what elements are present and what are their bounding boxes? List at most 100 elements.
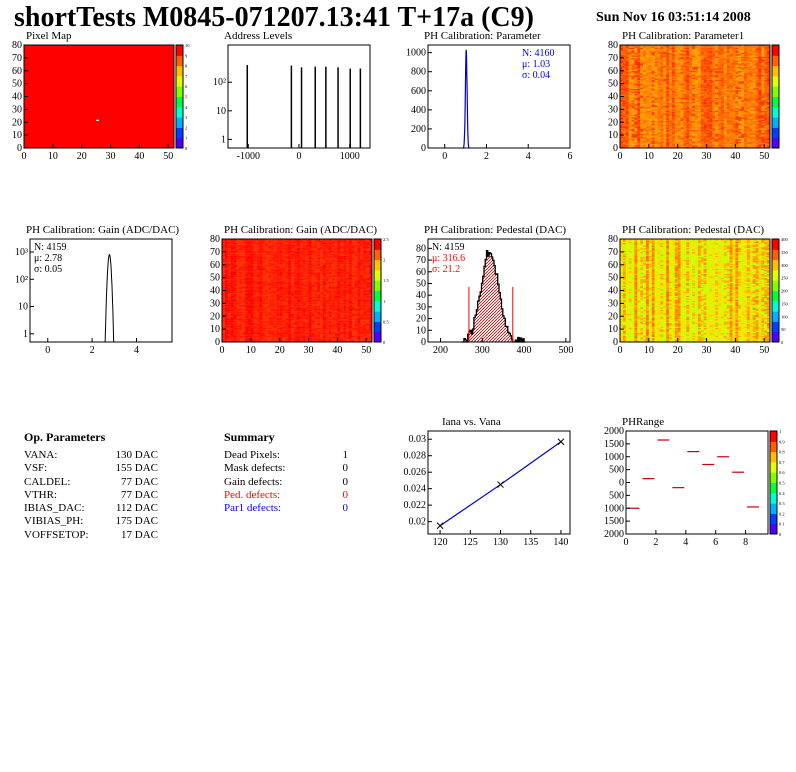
heatmap-cell: [657, 81, 661, 83]
heatmap-cell: [645, 124, 650, 127]
heatmap-cell: [746, 117, 751, 119]
heatmap-cell: [645, 145, 650, 147]
heatmap-cell: [709, 104, 713, 106]
heatmap-cell: [643, 99, 647, 101]
heatmap-cell: [230, 275, 234, 277]
heatmap-cell: [671, 110, 676, 113]
heatmap-cell: [718, 144, 722, 146]
heatmap-cell: [242, 314, 246, 317]
heatmap-cell: [689, 60, 693, 62]
heatmap-cell: [749, 46, 753, 48]
heatmap-cell: [752, 146, 756, 149]
heatmap-cell: [695, 81, 699, 83]
heatmap-cell: [703, 79, 707, 82]
heatmap-cell: [738, 81, 742, 83]
heatmap-cell: [735, 57, 739, 60]
heatmap-cell: [663, 97, 667, 100]
heatmap-cell: [224, 255, 228, 258]
heatmap-cell: [755, 136, 759, 138]
heatmap-cell: [651, 63, 655, 65]
heatmap-cell: [758, 50, 762, 52]
heatmap-cell: [640, 140, 644, 142]
heatmap-cell: [660, 126, 664, 128]
heatmap-cell: [236, 273, 240, 276]
heatmap-cell: [741, 66, 745, 69]
heatmap-cell: [729, 52, 733, 55]
heatmap-cell: [749, 51, 753, 53]
heatmap-cell: [674, 48, 678, 51]
heatmap-cell: [738, 68, 742, 70]
heatmap-cell: [758, 57, 762, 60]
heatmap-cell: [233, 294, 237, 296]
heatmap-cell: [669, 86, 673, 88]
heatmap-cell: [634, 113, 638, 115]
heatmap-cell: [239, 312, 243, 314]
heatmap-cell: [245, 332, 249, 335]
heatmap-cell: [752, 124, 756, 127]
heatmap-cell: [746, 73, 751, 75]
heatmap-cell: [689, 72, 693, 74]
heatmap-cell: [703, 55, 707, 57]
heatmap-cell: [744, 141, 748, 144]
heatmap-cell: [761, 64, 765, 66]
heatmap-cell: [697, 110, 701, 113]
heatmap-cell: [697, 132, 701, 135]
heatmap-cell: [622, 129, 626, 132]
heatmap-cell: [663, 99, 667, 101]
heatmap-cell: [625, 51, 629, 53]
heatmap-cell: [224, 313, 228, 316]
heatmap-cell: [686, 72, 690, 74]
heatmap-cell: [620, 135, 624, 137]
heatmap-cell: [637, 73, 641, 75]
heatmap-cell: [669, 55, 673, 57]
heatmap-cell: [729, 56, 733, 59]
heatmap-cell: [625, 133, 629, 136]
heatmap-cell: [663, 59, 667, 61]
heatmap-cell: [645, 117, 650, 119]
heatmap-cell: [767, 135, 771, 137]
heatmap-cell: [718, 69, 722, 71]
heatmap-cell: [732, 82, 736, 84]
heatmap-cell: [746, 100, 751, 102]
heatmap-cell: [712, 88, 716, 91]
heatmap-cell: [227, 327, 231, 330]
heatmap-cell: [741, 138, 745, 141]
heatmap-cell: [758, 56, 762, 59]
heatmap-cell: [744, 64, 748, 66]
heatmap-cell: [720, 142, 725, 145]
heatmap-cell: [709, 88, 713, 91]
heatmap-cell: [700, 97, 704, 100]
heatmap-cell: [689, 131, 693, 133]
heatmap-cell: [703, 45, 707, 47]
heatmap-cell: [738, 137, 742, 140]
heatmap-cell: [236, 250, 240, 253]
x-tick-label: -1000: [237, 151, 260, 162]
heatmap-cell: [709, 105, 713, 107]
heatmap-cell: [755, 83, 759, 86]
heatmap-cell: [683, 90, 687, 92]
address-levels-panel: Address Levels -1000 0 1000 1 10 10²: [198, 30, 388, 184]
heatmap-cell: [709, 122, 713, 124]
heatmap-cell: [755, 106, 759, 109]
heatmap-cell: [239, 307, 243, 309]
heatmap-cell: [625, 99, 629, 101]
heatmap-cell: [660, 105, 664, 107]
heatmap-cell: [712, 132, 716, 135]
heatmap-cell: [628, 82, 632, 84]
heatmap-cell: [680, 65, 684, 68]
heatmap-cell: [720, 137, 725, 140]
heatmap-cell: [222, 293, 226, 295]
heatmap-cell: [620, 61, 624, 64]
heatmap-cell: [637, 56, 641, 59]
heatmap-cell: [657, 146, 661, 149]
heatmap-cell: [715, 50, 719, 52]
y-tick-label: 80: [608, 40, 618, 51]
heatmap-cell: [738, 51, 742, 53]
heatmap-cell: [764, 64, 768, 66]
heatmap-cell: [715, 69, 719, 71]
heatmap-cell: [729, 102, 733, 105]
heatmap-cell: [230, 293, 234, 295]
color-scale-label: 10: [185, 43, 190, 48]
heatmap-cell: [625, 54, 629, 56]
heatmap-cell: [723, 102, 727, 105]
